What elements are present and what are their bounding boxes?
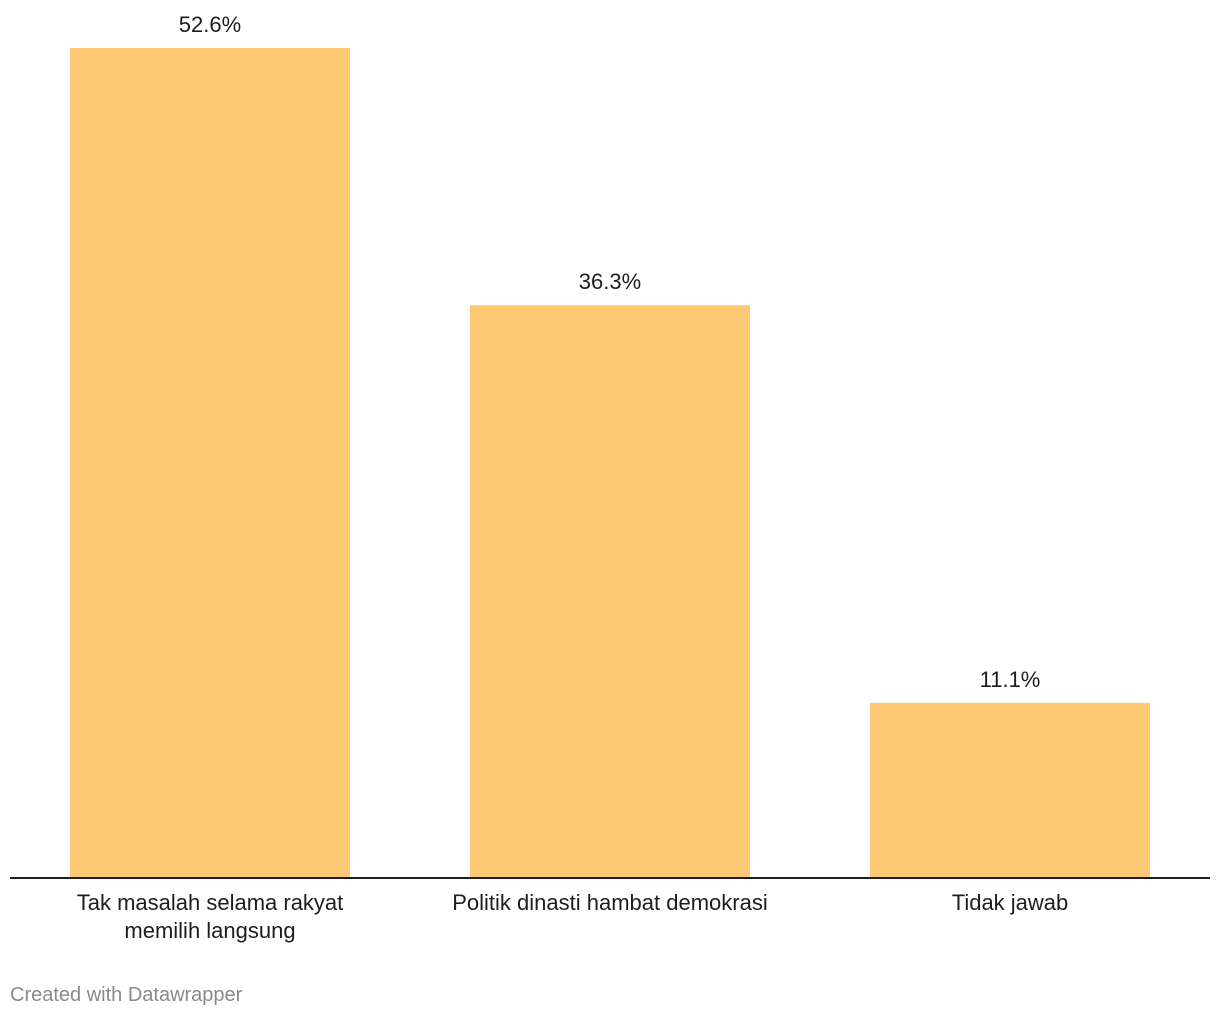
value-label-2: 36.3%	[579, 269, 641, 294]
bars-group	[70, 48, 1150, 878]
x-axis-tick-labels: Tak masalah selama rakyat memilih langsun…	[77, 890, 1069, 943]
category-label-1: Tak masalah selama rakyat memilih langsun…	[77, 890, 344, 943]
value-label-3: 11.1%	[980, 667, 1041, 692]
category-label-line: Tidak jawab	[952, 890, 1069, 915]
datawrapper-credit: Created with Datawrapper	[10, 984, 243, 1006]
bar-1	[70, 48, 350, 878]
category-label-3: Tidak jawab	[952, 890, 1069, 915]
bar-2	[470, 305, 750, 878]
category-label-line: memilih langsung	[124, 918, 295, 943]
category-label-line: Politik dinasti hambat demokrasi	[452, 890, 767, 915]
category-label-2: Politik dinasti hambat demokrasi	[452, 890, 767, 915]
bar-3	[870, 702, 1150, 878]
value-labels-group: 52.6% 36.3% 11.1%	[179, 12, 1041, 692]
value-label-1: 52.6%	[179, 12, 241, 37]
category-label-line: Tak masalah selama rakyat	[77, 890, 344, 915]
